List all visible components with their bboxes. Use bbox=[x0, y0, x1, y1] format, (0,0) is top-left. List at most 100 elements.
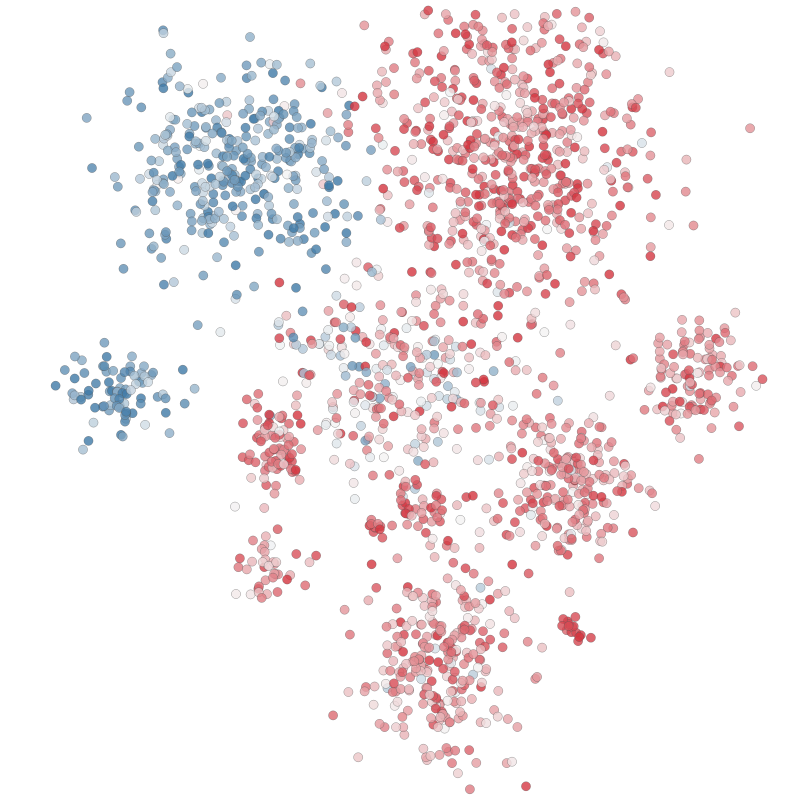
scatter-point bbox=[441, 743, 452, 753]
scatter-point bbox=[706, 395, 717, 406]
scatter-point bbox=[112, 181, 123, 192]
scatter-point bbox=[278, 376, 288, 387]
scatter-point bbox=[451, 259, 461, 270]
scatter-point bbox=[685, 377, 695, 388]
scatter-point bbox=[324, 340, 335, 351]
scatter-point bbox=[294, 142, 305, 153]
scatter-point bbox=[294, 475, 305, 485]
scatter-point bbox=[489, 268, 500, 278]
scatter-point bbox=[139, 361, 149, 372]
scatter-point bbox=[499, 628, 510, 639]
scatter-point bbox=[382, 164, 393, 175]
scatter-point bbox=[398, 351, 408, 362]
scatter-point bbox=[287, 449, 297, 459]
scatter-point bbox=[423, 65, 434, 76]
scatter-point bbox=[720, 327, 731, 338]
scatter-point bbox=[492, 341, 502, 351]
scatter-point bbox=[271, 480, 281, 491]
scatter-point bbox=[480, 350, 491, 361]
scatter-point bbox=[486, 254, 497, 265]
scatter-point bbox=[359, 20, 370, 31]
scatter-point bbox=[220, 190, 231, 201]
scatter-point bbox=[475, 582, 486, 593]
scatter-point bbox=[311, 550, 321, 561]
scatter-point bbox=[254, 246, 264, 257]
scatter-point bbox=[630, 102, 641, 113]
scatter-point bbox=[542, 224, 553, 235]
scatter-point bbox=[263, 192, 274, 202]
scatter-point bbox=[278, 109, 289, 120]
scatter-point bbox=[512, 112, 523, 123]
scatter-point bbox=[473, 662, 483, 673]
scatter-point bbox=[527, 466, 537, 476]
scatter-point bbox=[590, 284, 600, 295]
scatter-point bbox=[433, 28, 444, 39]
scatter-point bbox=[392, 553, 403, 564]
scatter-point bbox=[584, 62, 595, 72]
scatter-point bbox=[426, 713, 436, 724]
scatter-point bbox=[108, 365, 119, 376]
scatter-point bbox=[373, 133, 384, 143]
scatter-point bbox=[482, 40, 492, 51]
scatter-point bbox=[414, 368, 425, 378]
scatter-point bbox=[586, 442, 597, 453]
scatter-point bbox=[609, 456, 619, 467]
scatter-point bbox=[427, 533, 438, 544]
scatter-point bbox=[522, 286, 532, 297]
scatter-point bbox=[530, 200, 541, 211]
scatter-point bbox=[196, 102, 207, 113]
scatter-point bbox=[554, 146, 565, 157]
scatter-point bbox=[493, 686, 504, 696]
scatter-point bbox=[377, 66, 387, 77]
scatter-point bbox=[477, 677, 487, 688]
scatter-point bbox=[458, 289, 469, 299]
scatter-point bbox=[413, 103, 423, 114]
scatter-point bbox=[474, 543, 485, 553]
scatter-point bbox=[370, 123, 381, 134]
scatter-point bbox=[189, 383, 200, 394]
scatter-point bbox=[480, 133, 490, 144]
scatter-point bbox=[260, 531, 271, 542]
scatter-point bbox=[271, 143, 282, 154]
scatter-point bbox=[512, 722, 523, 732]
scatter-point bbox=[425, 751, 436, 761]
scatter-point bbox=[368, 699, 379, 710]
scatter-point bbox=[612, 486, 623, 496]
scatter-point bbox=[445, 349, 455, 359]
scatter-point bbox=[246, 472, 257, 483]
scatter-point bbox=[637, 138, 647, 148]
scatter-point bbox=[448, 557, 459, 568]
scatter-point bbox=[498, 498, 508, 508]
scatter-point bbox=[159, 179, 169, 189]
scatter-point bbox=[371, 412, 381, 422]
scatter-point bbox=[343, 687, 354, 697]
scatter-point bbox=[427, 202, 438, 213]
scatter-point bbox=[366, 559, 377, 570]
scatter-point bbox=[388, 411, 399, 422]
scatter-point bbox=[668, 349, 678, 360]
scatter-point bbox=[512, 332, 523, 343]
scatter-point bbox=[320, 222, 330, 232]
scatter-point bbox=[364, 390, 375, 401]
scatter-point bbox=[559, 97, 569, 108]
scatter-point bbox=[431, 376, 442, 387]
scatter-point bbox=[572, 58, 583, 69]
scatter-point bbox=[704, 370, 714, 381]
scatter-point bbox=[200, 181, 211, 192]
scatter-point bbox=[481, 503, 492, 514]
scatter-point bbox=[510, 232, 521, 243]
scatter-point bbox=[679, 336, 690, 347]
scatter-point bbox=[365, 452, 375, 463]
scatter-point bbox=[320, 420, 331, 430]
scatter-point bbox=[622, 144, 633, 155]
scatter-point bbox=[690, 405, 701, 416]
scatter-point bbox=[416, 508, 427, 518]
scatter-point bbox=[507, 64, 518, 75]
scatter-point bbox=[405, 362, 416, 372]
scatter-point bbox=[419, 172, 430, 182]
scatter-point bbox=[241, 394, 252, 405]
scatter-point bbox=[515, 527, 525, 537]
scatter-point bbox=[603, 46, 614, 57]
scatter-point bbox=[416, 674, 427, 684]
scatter-point bbox=[202, 158, 213, 169]
